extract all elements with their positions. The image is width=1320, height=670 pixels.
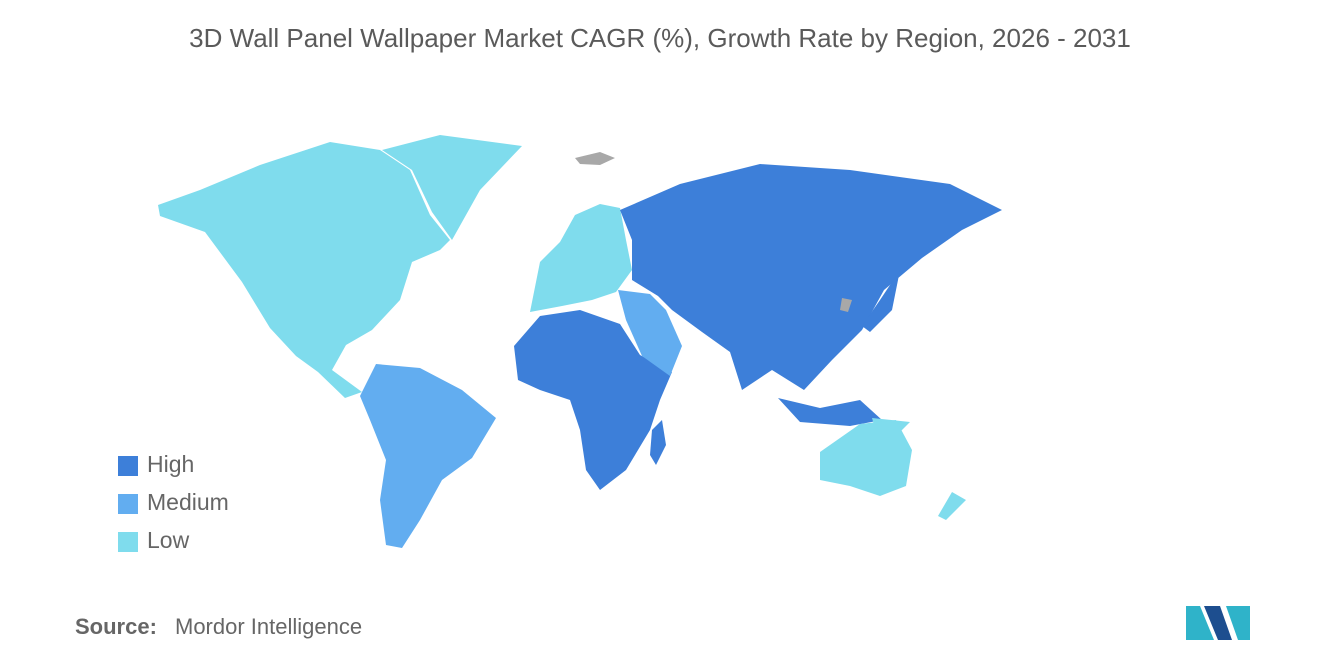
region [778,398,882,426]
legend: High Medium Low [118,451,229,553]
logo [1186,606,1250,640]
legend-label: High [147,451,194,477]
no-data-region [840,298,852,312]
region [862,270,900,332]
region [618,290,682,376]
source: Mordor Intelligence [175,614,362,639]
legend-label: Low [147,527,190,553]
legend-swatch [118,532,138,552]
region [820,420,912,496]
legend-label: Medium [147,489,229,515]
source-label: Source: [75,614,157,639]
region [620,164,1002,390]
chart-title: 3D Wall Panel Wallpaper Market CAGR (%),… [189,23,1131,53]
region [938,492,966,520]
world-map [158,135,1002,548]
region [514,310,672,490]
region [382,135,522,240]
region [650,420,666,465]
region [530,204,632,312]
legend-swatch [118,494,138,514]
region [360,364,496,548]
no-data-region [575,152,615,165]
legend-swatch [118,456,138,476]
region [158,142,450,398]
